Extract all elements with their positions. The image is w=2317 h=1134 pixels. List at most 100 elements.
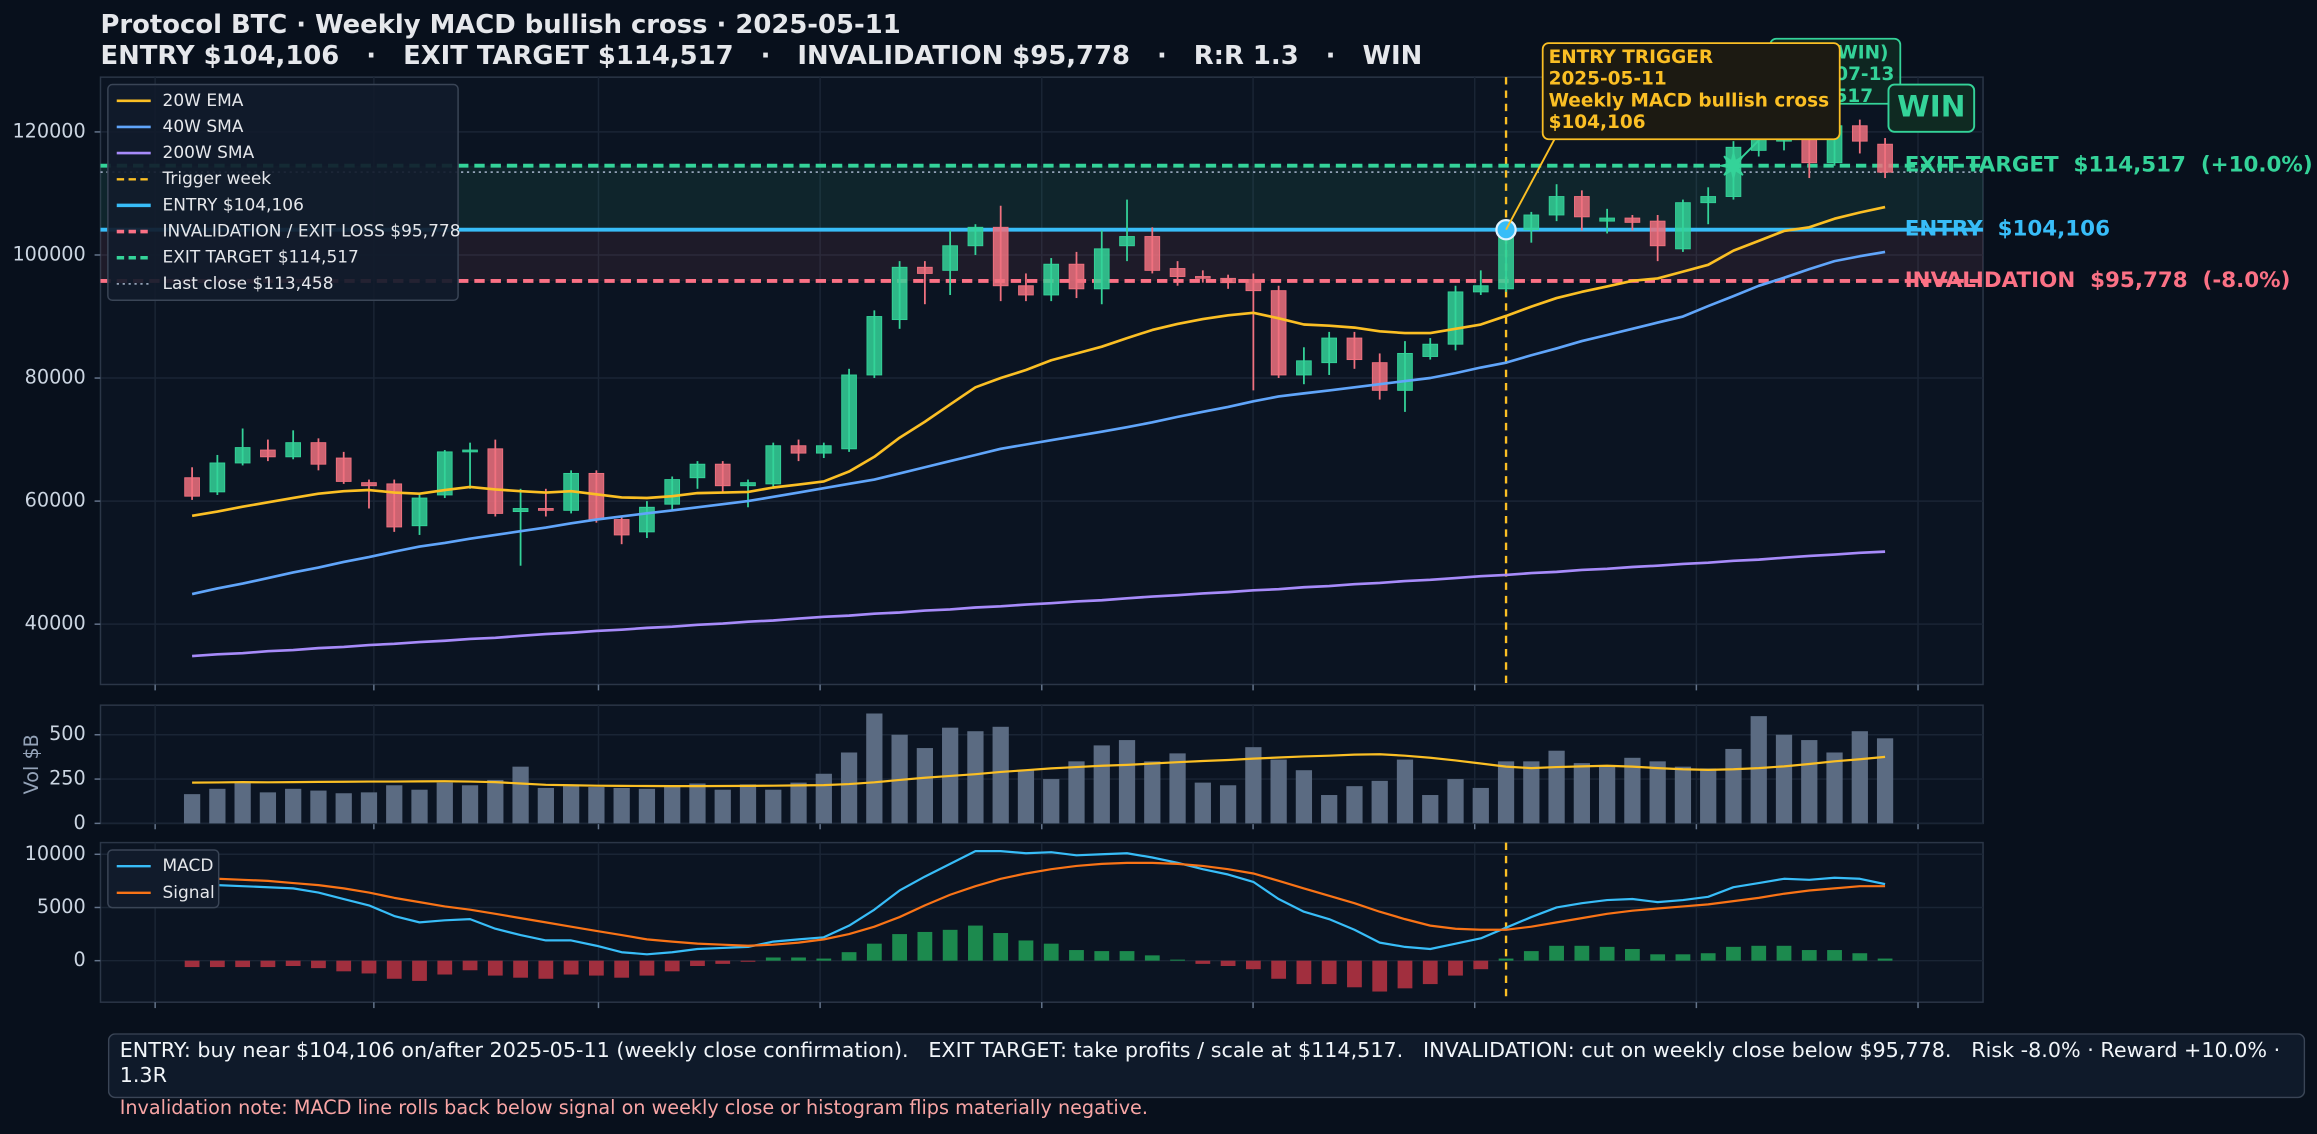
histogram-bar	[1523, 951, 1539, 961]
histogram-bar	[1043, 943, 1059, 961]
histogram-bar	[841, 952, 857, 961]
histogram-bar	[1852, 953, 1868, 961]
level-label: EXIT TARGET $114,517 (+10.0%)	[1905, 153, 2313, 178]
volume-bar	[1321, 795, 1338, 824]
volume-bar	[386, 785, 403, 824]
y-tick-label: 5000	[37, 895, 86, 918]
volume-bar	[664, 786, 681, 824]
histogram-bar	[1195, 960, 1211, 964]
y-tick-label: 60000	[25, 489, 86, 512]
candle	[386, 479, 403, 532]
candle-body	[1877, 143, 1893, 173]
histogram-bar	[1144, 955, 1160, 961]
candle	[992, 205, 1009, 302]
candle	[285, 430, 302, 460]
candle-body	[689, 463, 706, 479]
volume-bar	[1169, 753, 1186, 824]
candle-body	[917, 266, 933, 274]
entry-marker	[1495, 219, 1517, 241]
volume-bar	[815, 773, 832, 824]
annotation-text: ENTRY TRIGGER	[1549, 47, 1714, 68]
candle-body	[1700, 196, 1717, 204]
candle-body	[1422, 343, 1439, 357]
volume-bar	[866, 713, 883, 824]
volume-bar	[1295, 770, 1313, 824]
candle-body	[234, 447, 251, 464]
candle	[1321, 331, 1338, 375]
histogram-bar	[235, 960, 251, 968]
candle	[1675, 199, 1691, 252]
volume-bar	[537, 787, 554, 824]
histogram-bar	[462, 960, 478, 971]
candle-body	[538, 508, 554, 511]
volume-bar	[1649, 761, 1666, 824]
candle	[689, 461, 706, 489]
candle	[462, 442, 478, 489]
volume-bar	[916, 748, 934, 824]
candle	[917, 261, 933, 305]
legend-label: EXIT TARGET $114,517	[163, 248, 359, 268]
histogram-bar	[715, 960, 731, 964]
candle	[361, 479, 377, 509]
candle-body	[209, 462, 226, 493]
histogram-bar	[1069, 950, 1084, 961]
y-tick-label: 120000	[12, 119, 85, 142]
candle-body	[891, 266, 908, 321]
footer-text: ENTRY: buy near $104,106 on/after 2025-0…	[107, 1033, 2306, 1099]
histogram-bar	[1220, 960, 1236, 967]
candle	[1574, 190, 1590, 231]
candle	[942, 230, 958, 295]
volume-bar	[714, 789, 731, 824]
candle-body	[260, 449, 276, 458]
annotation-box	[1541, 42, 1841, 141]
volume-bar	[335, 793, 352, 824]
histogram-bar	[538, 960, 554, 979]
legend-label: ENTRY $104,106	[163, 195, 304, 215]
candle-body	[1220, 277, 1236, 284]
volume-bar	[1093, 745, 1110, 824]
candle	[790, 439, 807, 462]
histogram-bar	[1397, 960, 1413, 989]
volume-bar	[285, 788, 302, 824]
candle-body	[841, 374, 857, 450]
candle	[815, 442, 832, 459]
candle-body	[740, 482, 756, 487]
candle-body	[942, 245, 958, 271]
series-line	[191, 250, 1886, 596]
y-tick-label: 0	[73, 948, 85, 971]
legend-label: Signal	[163, 883, 215, 903]
candle-body	[1018, 285, 1034, 296]
candle-body	[1649, 220, 1666, 247]
candle	[310, 438, 327, 471]
candle	[1599, 208, 1615, 234]
candle-body	[1169, 268, 1186, 277]
volume-bar	[1068, 761, 1085, 824]
candle	[1018, 273, 1034, 302]
candle	[1877, 138, 1893, 179]
candle	[765, 442, 782, 489]
candle	[1649, 214, 1666, 262]
histogram-bar	[664, 960, 680, 972]
candle	[512, 488, 529, 566]
badge-box	[1887, 83, 1976, 133]
histogram-bar	[816, 958, 832, 961]
volume-bar	[1775, 734, 1793, 824]
histogram-bar	[1094, 951, 1110, 961]
candle	[234, 428, 251, 466]
candle	[1169, 261, 1186, 286]
series-line	[192, 550, 1886, 658]
y-tick-label: 100000	[12, 242, 85, 265]
candle-body	[487, 448, 504, 514]
histogram-bar	[437, 960, 453, 975]
candle-body	[1144, 236, 1161, 271]
candle-body	[386, 483, 403, 528]
volume-bar	[1700, 768, 1717, 824]
candle-body	[1397, 352, 1413, 391]
y-tick-label: 40000	[25, 612, 86, 635]
volume-bar	[1017, 770, 1035, 824]
histogram-bar	[639, 960, 655, 976]
volume-bar	[992, 726, 1009, 824]
volume-bar	[234, 781, 251, 824]
histogram-bar	[1650, 954, 1666, 961]
candle-body	[184, 477, 200, 497]
